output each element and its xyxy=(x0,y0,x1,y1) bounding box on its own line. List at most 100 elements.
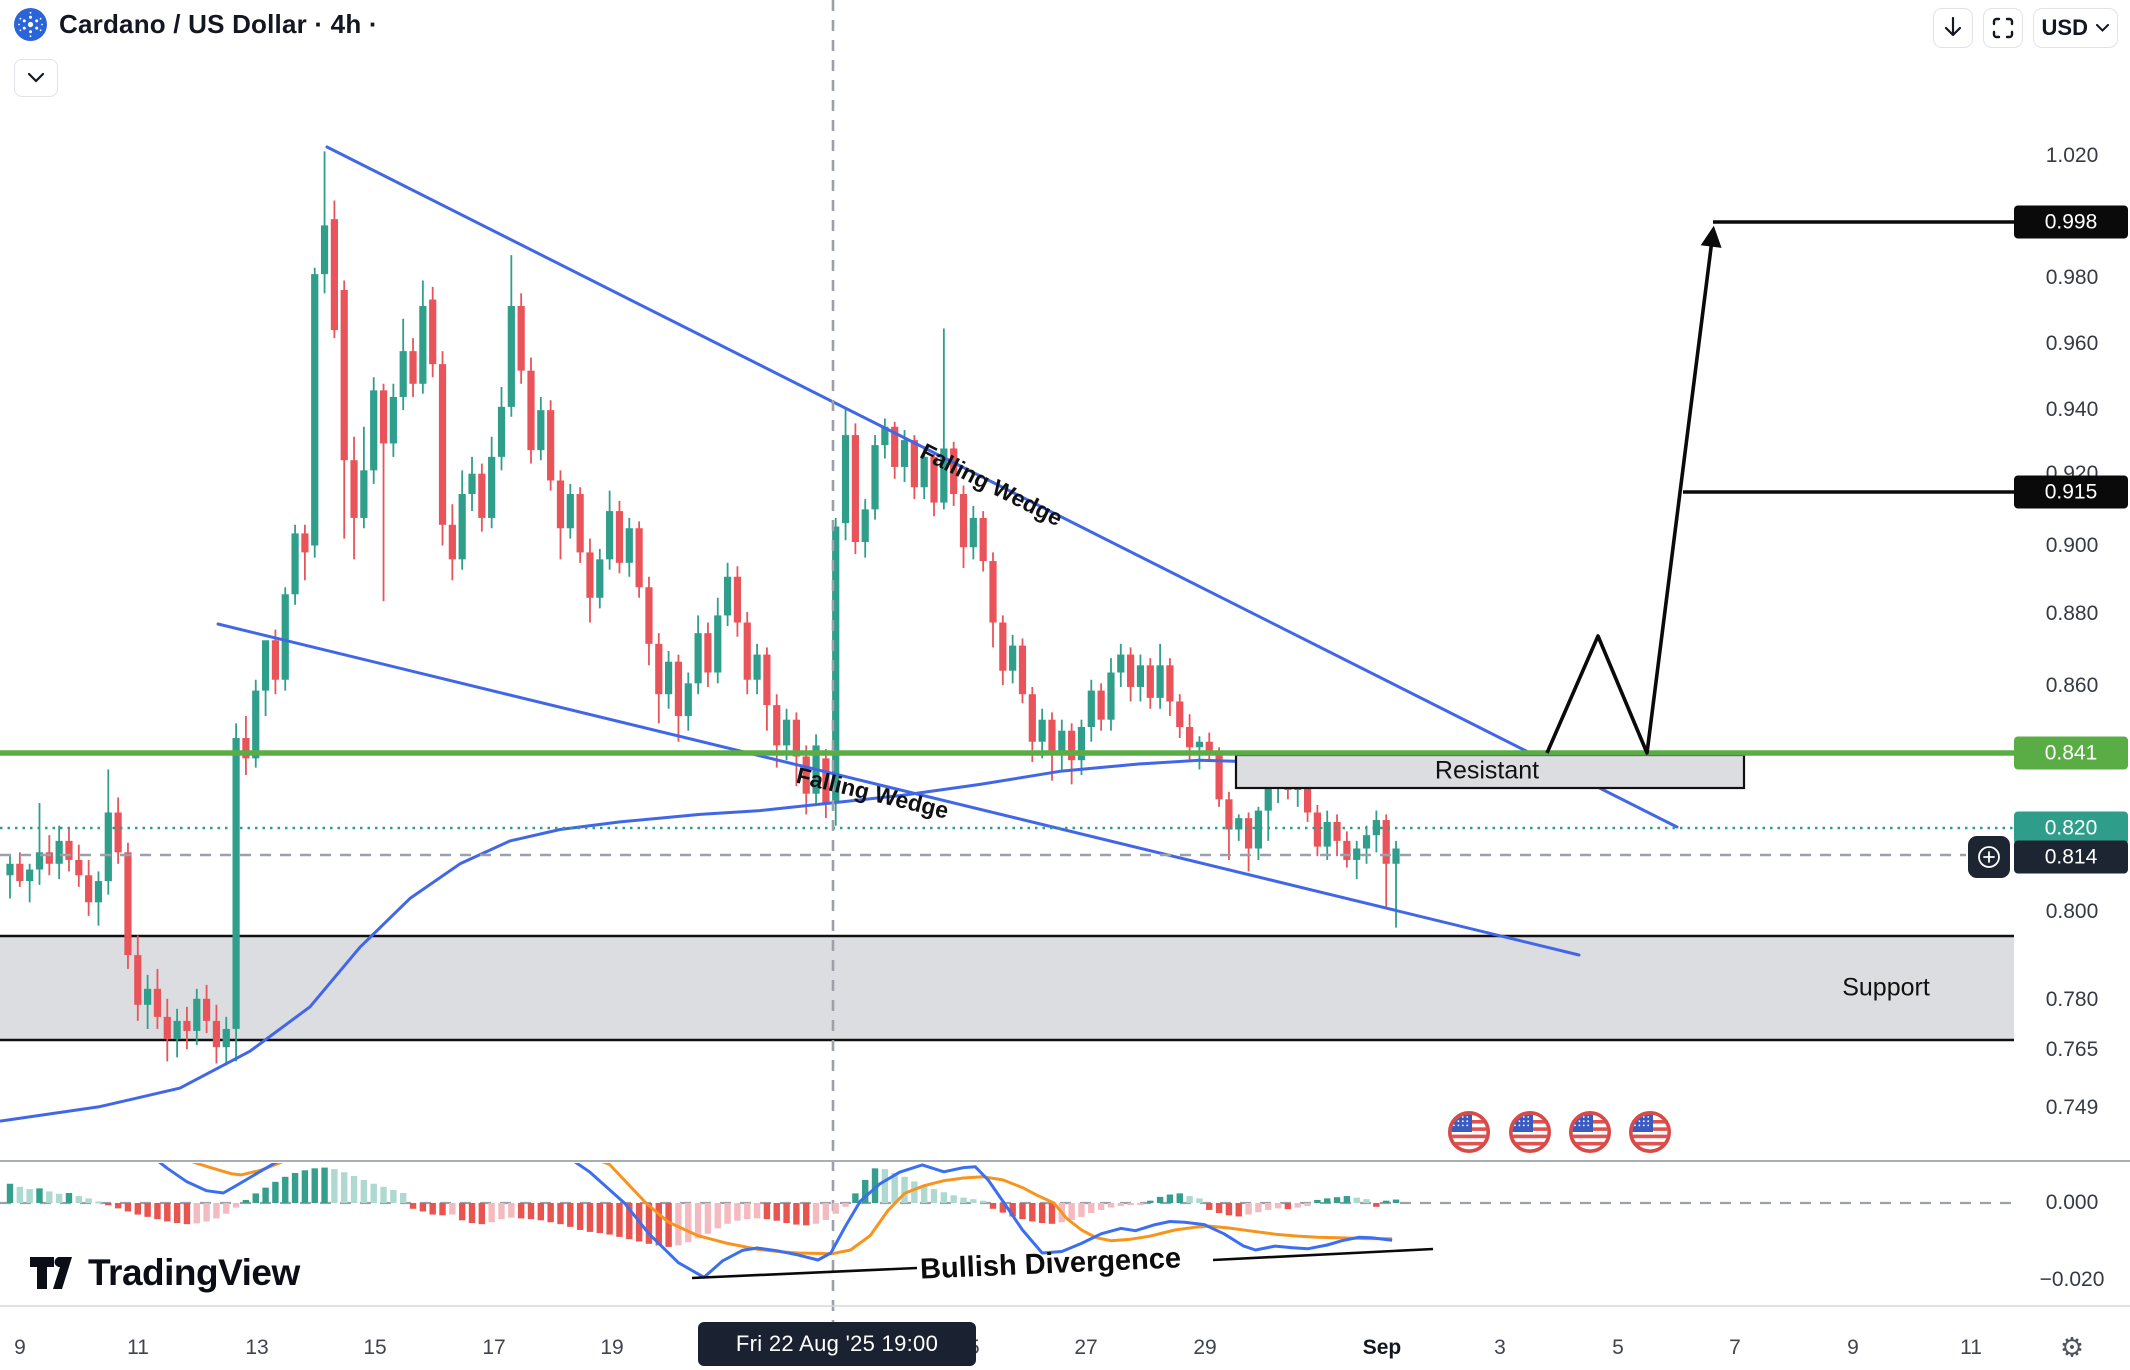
candle-body xyxy=(1225,799,1233,830)
macd-histogram-bar xyxy=(1127,1203,1134,1205)
resistance-zone-label[interactable]: Resistant xyxy=(1434,756,1540,785)
candle-body xyxy=(458,494,466,560)
candle-body xyxy=(527,370,535,451)
candle-body xyxy=(183,1020,191,1031)
macd-histogram-bar xyxy=(655,1203,662,1246)
price-badge-0820: 0.820 xyxy=(2014,811,2128,845)
macd-histogram-bar xyxy=(36,1188,43,1203)
currency-dropdown[interactable]: USD xyxy=(2032,8,2118,48)
macd-histogram-bar xyxy=(606,1203,613,1235)
macd-histogram-bar xyxy=(1048,1203,1056,1224)
candle-body xyxy=(1313,812,1321,847)
candle-body xyxy=(1127,654,1135,687)
macd-histogram-bar xyxy=(1314,1199,1321,1203)
candle-body xyxy=(320,225,329,275)
macd-histogram-bar xyxy=(26,1189,33,1203)
falling-wedge-trendline-1[interactable] xyxy=(325,145,1679,829)
candle-body xyxy=(1018,645,1027,695)
macd-histogram-bar xyxy=(95,1201,102,1204)
resistance-zone[interactable] xyxy=(1234,753,1746,790)
macd-histogram-bar xyxy=(694,1203,702,1239)
candle-body xyxy=(665,661,673,695)
falling-wedge-trendline-2[interactable] xyxy=(216,622,1581,957)
macd-histogram-bar xyxy=(449,1203,456,1215)
macd-histogram-bar xyxy=(232,1203,240,1208)
macd-histogram-bar xyxy=(1147,1200,1154,1203)
macd-histogram-bar xyxy=(852,1193,859,1203)
macd-histogram-bar xyxy=(193,1203,200,1224)
candle-body xyxy=(144,988,152,1005)
collapse-panel-button[interactable] xyxy=(14,59,58,97)
macd-histogram-bar xyxy=(665,1203,672,1247)
candle-body xyxy=(45,852,53,864)
candle-body xyxy=(556,480,565,529)
candle-body xyxy=(1195,741,1204,748)
candle-body xyxy=(65,840,73,860)
macd-histogram-bar xyxy=(940,1192,948,1203)
macd-histogram-bar xyxy=(626,1203,633,1240)
macd-histogram-bar xyxy=(75,1196,83,1203)
candlestick-panel[interactable] xyxy=(0,145,1746,1123)
candle-body xyxy=(635,528,643,588)
settings-gear-icon[interactable]: ⚙ xyxy=(2059,1332,2085,1364)
macd-histogram-bar xyxy=(124,1203,132,1212)
support-zone[interactable] xyxy=(0,936,2014,1040)
download-button[interactable] xyxy=(1932,8,1973,48)
us-flag-event-icon[interactable] xyxy=(1629,1111,1672,1154)
price-projection-zigzag[interactable] xyxy=(1545,225,1722,755)
us-flag-event-icon[interactable] xyxy=(1509,1111,1552,1154)
crosshair-add-alert-button[interactable] xyxy=(1968,836,2010,878)
candle-body xyxy=(134,955,142,1005)
macd-histogram-bar xyxy=(223,1203,230,1214)
candle-body xyxy=(340,290,348,461)
time-axis-label: 11 xyxy=(127,1336,149,1359)
macd-histogram-bar xyxy=(596,1203,603,1234)
candle-body xyxy=(1382,820,1390,864)
macd-histogram-bar xyxy=(970,1199,977,1203)
divergence-trendline-2[interactable] xyxy=(1212,1247,1434,1262)
candle-body xyxy=(910,440,918,488)
candle-body xyxy=(733,576,742,623)
macd-histogram-bar xyxy=(911,1181,918,1203)
moving-average-line[interactable] xyxy=(0,758,1391,1123)
candle-body xyxy=(773,705,781,746)
candle-body xyxy=(782,719,791,746)
chart-toolbar: USD xyxy=(1932,8,2118,48)
macd-histogram-bar xyxy=(242,1199,250,1203)
candle-body xyxy=(1068,730,1076,761)
symbol-title[interactable]: Cardano / US Dollar · 4h · xyxy=(59,9,378,39)
fullscreen-button[interactable] xyxy=(1982,8,2023,48)
us-flag-event-icon[interactable] xyxy=(1569,1111,1612,1154)
macd-histogram-bar xyxy=(429,1203,436,1215)
macd-histogram-bar xyxy=(901,1176,908,1203)
macd-panel[interactable] xyxy=(6,1145,1400,1279)
macd-histogram-bar xyxy=(1255,1203,1262,1213)
us-flag-event-icon[interactable] xyxy=(1448,1111,1491,1154)
candle-body xyxy=(478,473,486,518)
candle-body xyxy=(409,351,417,384)
tradingview-logo[interactable]: TradingView xyxy=(28,1252,300,1294)
macd-histogram-bar xyxy=(478,1203,486,1225)
macd-histogram-bar xyxy=(1353,1197,1360,1203)
price-axis-label: 1.020 xyxy=(2045,144,2099,167)
candle-body xyxy=(1215,754,1223,800)
support-zone-label[interactable]: Support xyxy=(1842,973,1930,1002)
candle-body xyxy=(979,517,987,562)
macd-histogram-bar xyxy=(252,1193,259,1203)
macd-histogram-bar xyxy=(498,1203,505,1220)
cardano-logo-icon xyxy=(14,8,47,41)
candle-body xyxy=(16,863,24,882)
candle-body xyxy=(802,756,810,794)
divergence-trendline-1[interactable] xyxy=(691,1266,918,1280)
candle-body xyxy=(1028,694,1036,742)
candle-body xyxy=(1087,690,1095,728)
price-axis-label: 0.980 xyxy=(2045,266,2099,289)
macd-histogram-bar xyxy=(1176,1193,1183,1203)
macd-histogram-bar xyxy=(714,1203,721,1229)
chevron-down-icon xyxy=(28,73,44,83)
price-axis-label: 0.749 xyxy=(2045,1096,2099,1119)
candle-body xyxy=(6,863,14,876)
macd-histogram-bar xyxy=(272,1181,279,1203)
